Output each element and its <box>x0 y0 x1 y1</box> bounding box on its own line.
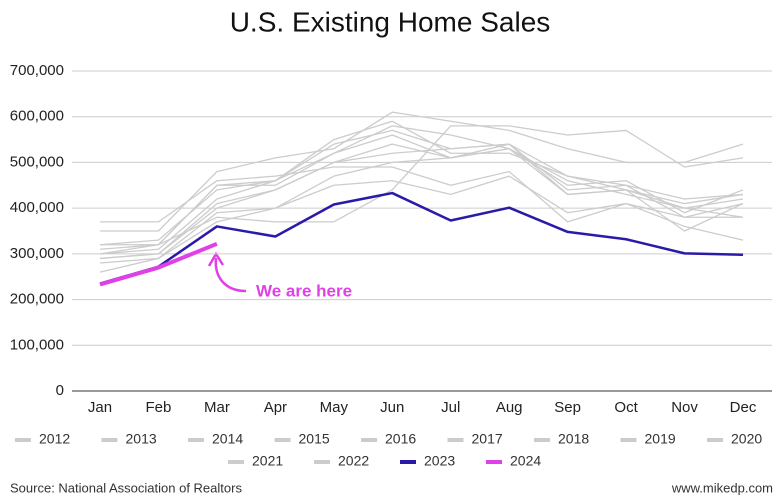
legend-label: 2012 <box>39 431 70 447</box>
annotation-arrow <box>214 257 247 293</box>
legend-label: 2020 <box>731 431 762 447</box>
website: www.mikedp.com <box>671 480 773 495</box>
y-tick-label: 300,000 <box>10 245 64 262</box>
line <box>99 120 744 250</box>
legend-label: 2022 <box>338 453 369 469</box>
legend-label: 2024 <box>510 453 541 469</box>
x-tick-label: Nov <box>671 399 698 416</box>
annotation: We are here <box>256 281 352 300</box>
y-tick-label: 600,000 <box>10 108 64 125</box>
y-tick-label: 400,000 <box>10 199 64 216</box>
source: Source: National Association of Realtors <box>10 480 242 495</box>
line <box>99 191 744 285</box>
x-tick-label: Oct <box>614 399 638 416</box>
line <box>100 111 744 232</box>
legend-label: 2021 <box>252 453 283 469</box>
legend-label: 2013 <box>126 431 157 447</box>
x-tick-label: May <box>320 399 349 416</box>
x-tick-label: Mar <box>204 399 230 416</box>
y-tick-label: 700,000 <box>10 62 64 79</box>
line <box>99 143 744 260</box>
line <box>99 241 218 287</box>
legend-label: 2016 <box>385 431 416 447</box>
x-tick-label: Sep <box>554 399 581 416</box>
line <box>99 148 744 264</box>
y-tick-label: 200,000 <box>10 291 64 308</box>
x-tick-label: Aug <box>496 399 523 416</box>
legend-label: 2019 <box>645 431 676 447</box>
y-tick-label: 100,000 <box>10 336 64 353</box>
line <box>99 175 744 273</box>
legend-label: 2017 <box>472 431 503 447</box>
line <box>99 129 744 246</box>
x-tick-label: Feb <box>146 399 172 416</box>
line <box>99 125 744 255</box>
line <box>100 166 744 241</box>
y-tick-label: 0 <box>56 382 64 399</box>
x-tick-label: Dec <box>730 399 757 416</box>
legend-label: 2018 <box>558 431 589 447</box>
chart-title: U.S. Existing Home Sales <box>230 6 551 37</box>
x-tick-label: Jan <box>88 399 112 416</box>
legend-label: 2014 <box>212 431 243 447</box>
y-tick-label: 500,000 <box>10 153 64 170</box>
x-tick-label: Jun <box>380 399 404 416</box>
x-tick-label: Jul <box>441 399 460 416</box>
legend-label: 2015 <box>299 431 330 447</box>
line <box>100 134 744 246</box>
x-tick-label: Apr <box>264 399 287 416</box>
legend-label: 2023 <box>424 453 455 469</box>
